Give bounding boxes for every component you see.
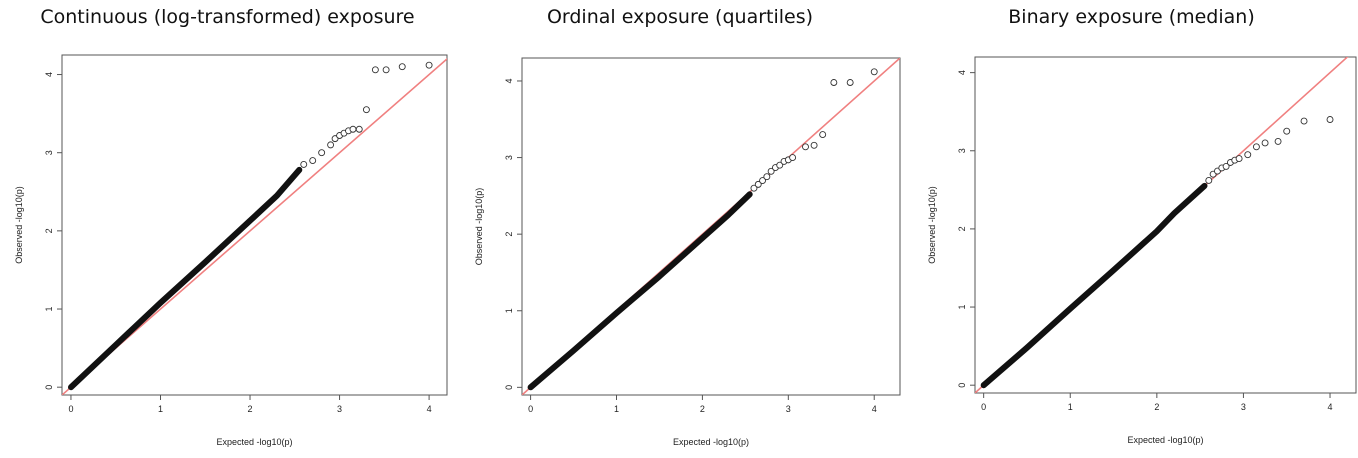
data-point: [1274, 137, 1282, 145]
chart-title: Ordinal exposure (quartiles): [546, 6, 814, 28]
qq-panel-binary: Binary exposure (median) 0 1 2 3 4 0 1 2 3 4 Expec…: [905, 0, 1358, 458]
x-tick-label: 1: [158, 404, 163, 414]
data-point: [846, 79, 854, 86]
qq-plot: 0 1 2 3 4 0 1 2 3 4 Expected -log10(p) Observed -lo…: [927, 56, 1357, 445]
data-point: [309, 157, 317, 164]
plot-area: [62, 57, 447, 395]
x-tick-label: 3: [1241, 402, 1246, 412]
plot-area: [522, 58, 900, 395]
qq-panel-ordinal: Ordinal exposure (quartiles) 0 1 2 3 4 0 1 2 3 4 E…: [455, 0, 905, 458]
data-point: [371, 66, 379, 74]
y-tick-label: 4: [957, 70, 967, 75]
data-point: [318, 149, 326, 157]
data-point: [327, 141, 335, 149]
data-point: [398, 63, 406, 71]
x-axis-label: Expected -log10(p): [216, 437, 292, 447]
y-tick-label: 0: [44, 385, 54, 390]
qq-plot: 0 1 2 3 4 0 1 2 3 4 Expected -log10(p) Observed -lo…: [14, 54, 448, 447]
y-tick-label: 1: [504, 308, 514, 313]
data-point: [759, 177, 766, 184]
y-tick-label: 1: [44, 307, 54, 312]
data-point: [1235, 155, 1243, 163]
plot-area: [975, 57, 1349, 393]
x-tick-label: 2: [248, 404, 253, 414]
dense-point-band: [980, 182, 1208, 389]
x-tick-label: 4: [1328, 402, 1333, 412]
y-tick-label: 2: [44, 228, 54, 233]
x-tick-label: 0: [981, 402, 986, 412]
plot-frame: [521, 57, 901, 396]
chart-title: Binary exposure (median): [1008, 6, 1255, 28]
y-axis-label: Observed -log10(p): [14, 186, 24, 264]
data-point: [763, 173, 771, 181]
x-tick-label: 3: [337, 404, 342, 414]
qq-panel-continuous: Continuous (log-transformed) exposure 0 1…: [0, 0, 455, 458]
plot-frame: [61, 54, 448, 396]
data-point: [830, 79, 838, 86]
data-point: [802, 143, 809, 151]
data-point: [300, 160, 308, 168]
y-tick-label: 0: [504, 385, 514, 390]
data-point: [870, 68, 878, 76]
x-tick-label: 1: [1068, 402, 1073, 412]
data-point: [1244, 151, 1252, 159]
chart-title: Continuous (log-transformed) exposure: [40, 6, 415, 28]
y-tick-label: 0: [957, 383, 967, 388]
data-point: [1205, 177, 1213, 184]
data-point: [750, 184, 758, 192]
x-tick-label: 3: [786, 404, 791, 414]
data-point: [362, 106, 370, 114]
x-tick-label: 0: [528, 404, 533, 414]
data-point: [1261, 139, 1269, 147]
plot-frame: [974, 56, 1357, 394]
data-point: [810, 141, 818, 149]
data-point: [776, 161, 784, 169]
y-tick-label: 3: [957, 148, 967, 153]
y-tick-label: 2: [957, 226, 967, 231]
data-point: [1252, 143, 1260, 151]
x-tick-label: 4: [872, 404, 877, 414]
y-tick-label: 3: [504, 155, 514, 160]
dense-point-band: [527, 191, 753, 391]
data-point: [349, 125, 357, 133]
data-point: [1300, 117, 1308, 125]
x-tick-label: 0: [68, 404, 73, 414]
y-axis-label: Observed -log10(p): [927, 186, 937, 264]
data-point: [754, 180, 762, 188]
data-point: [1326, 116, 1334, 123]
x-tick-label: 1: [614, 404, 619, 414]
y-axis-label: Observed -log10(p): [474, 188, 484, 266]
x-axis-label: Expected -log10(p): [1127, 435, 1203, 445]
dense-point-band: [68, 166, 303, 391]
y-tick-label: 2: [504, 232, 514, 237]
data-point: [382, 66, 390, 74]
x-tick-label: 2: [700, 404, 705, 414]
x-tick-label: 2: [1154, 402, 1159, 412]
x-tick-label: 4: [427, 404, 432, 414]
y-tick-label: 4: [44, 72, 54, 77]
data-point: [789, 154, 797, 162]
qq-plot: 0 1 2 3 4 0 1 2 3 4 Expected -log10(p) Observed -lo…: [474, 57, 901, 447]
y-tick-label: 4: [504, 78, 514, 83]
y-tick-label: 1: [957, 305, 967, 310]
y-tick-label: 3: [44, 150, 54, 155]
data-point: [425, 61, 433, 69]
data-point: [819, 131, 827, 139]
x-axis-label: Expected -log10(p): [673, 437, 749, 447]
data-point: [1222, 162, 1230, 170]
data-point: [767, 167, 775, 175]
data-point: [1283, 127, 1291, 135]
data-point: [355, 125, 363, 133]
